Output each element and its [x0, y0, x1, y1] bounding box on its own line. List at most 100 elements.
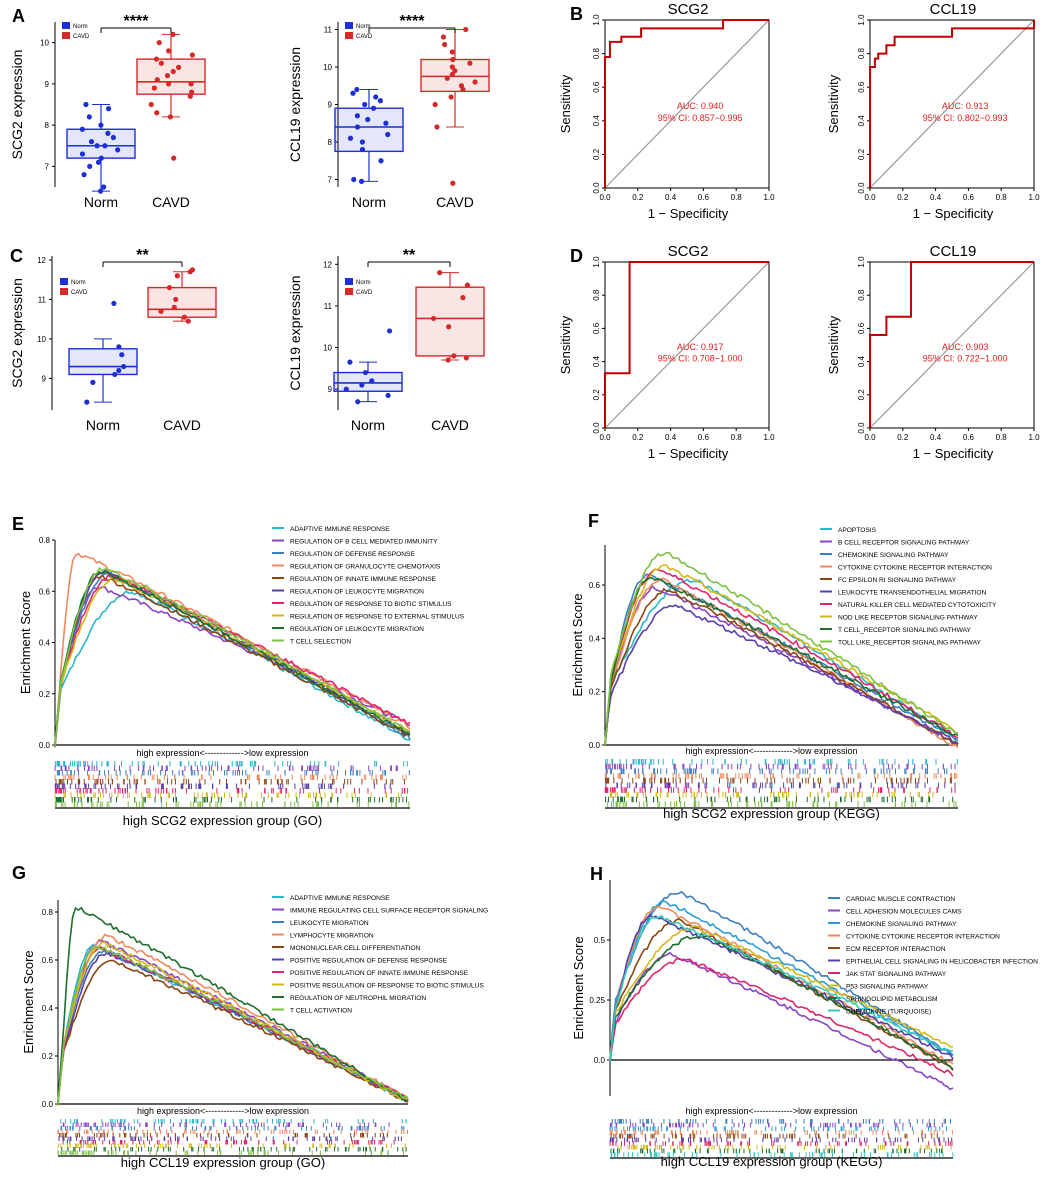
- data-point: [166, 48, 172, 54]
- data-point: [121, 363, 127, 370]
- data-point: [79, 126, 85, 132]
- y-tick-label: 0.8: [592, 47, 601, 59]
- data-point: [434, 124, 440, 130]
- hit-bar-row: [606, 801, 957, 807]
- data-point: [449, 71, 455, 78]
- es-curve: [604, 584, 959, 747]
- data-point: [166, 284, 173, 291]
- data-point: [112, 371, 118, 378]
- x-tick-label: 0.0: [864, 193, 876, 202]
- data-point: [119, 352, 125, 358]
- y-tick-label: 0.5: [594, 936, 606, 945]
- roc-title: CCL19: [930, 243, 977, 260]
- data-point: [386, 328, 393, 334]
- hit-bar-row: [609, 1141, 953, 1146]
- data-point: [444, 75, 450, 81]
- hit-bar-row: [60, 1126, 405, 1131]
- data-point: [442, 41, 448, 48]
- data-point: [188, 81, 194, 87]
- y-tick-label: 9: [45, 80, 50, 89]
- hit-bar-row: [55, 779, 405, 785]
- y-tick-label: 9: [42, 374, 47, 383]
- data-point: [354, 86, 360, 93]
- legend-label-norm: Norm: [356, 280, 371, 286]
- expression-arrow-label: high expression<------------->low expres…: [136, 748, 308, 758]
- hit-bar-row: [54, 801, 410, 807]
- legend-label-norm: Norm: [73, 24, 88, 30]
- data-point: [437, 270, 443, 276]
- data-point: [460, 295, 466, 301]
- y-tick-label: 0.2: [39, 690, 51, 699]
- y-tick-label: 0.8: [857, 289, 866, 301]
- box: [415, 286, 485, 357]
- hit-bar-row: [605, 796, 954, 803]
- data-point: [148, 101, 154, 108]
- panel-label: H: [590, 864, 603, 884]
- auc-ci: 95% CI: 0.802−0.993: [923, 113, 1008, 123]
- data-point: [175, 64, 182, 70]
- es-curve: [609, 957, 954, 1077]
- legend-swatch-cavd: [345, 288, 353, 295]
- x-category-label: CAVD: [163, 417, 201, 433]
- x-tick-label: 0.6: [698, 193, 710, 202]
- es-curve: [604, 587, 959, 746]
- es-curve: [609, 914, 954, 1062]
- es-curve: [54, 566, 411, 746]
- data-point: [189, 267, 196, 273]
- data-point: [365, 116, 371, 123]
- y-tick-label: 0.6: [592, 81, 601, 93]
- data-point: [445, 357, 451, 363]
- hit-bar-row: [57, 1150, 404, 1155]
- es-curve: [609, 890, 954, 1061]
- es-curve: [54, 568, 411, 747]
- legend-label: FC EPSILON RI SIGNALING PATHWAY: [838, 577, 957, 584]
- es-curve: [57, 959, 409, 1103]
- roc-curve: [869, 261, 1034, 428]
- data-point: [464, 282, 471, 288]
- es-curve: [609, 913, 954, 1061]
- legend-swatch-cavd: [62, 32, 70, 39]
- y-axis-label: Enrichment Score: [18, 591, 33, 694]
- legend-swatch-norm: [62, 22, 70, 29]
- x-tick-label: 0.8: [996, 433, 1008, 442]
- hit-bar-row: [605, 782, 956, 789]
- y-tick-label: 0.25: [589, 996, 605, 1005]
- x-axis-label: 1 − Specificity: [913, 446, 994, 461]
- legend-label: REGULATION OF GRANULOCYTE CHEMOTAXIS: [290, 564, 441, 571]
- box: [68, 348, 138, 376]
- data-point: [187, 93, 193, 99]
- expression-arrow-label: high expression<------------->low expres…: [137, 1106, 309, 1116]
- data-point: [446, 324, 452, 330]
- y-tick-label: 0.6: [42, 956, 54, 965]
- data-point: [472, 79, 478, 85]
- legend-swatch-cavd: [60, 288, 68, 295]
- hit-bar-row: [62, 1122, 390, 1127]
- data-point: [116, 344, 122, 350]
- data-point: [385, 131, 391, 138]
- x-tick-label: 0.0: [864, 433, 876, 442]
- data-point: [156, 40, 162, 46]
- y-tick-label: 0.8: [39, 536, 51, 545]
- y-tick-label: 0.2: [592, 389, 601, 401]
- data-point: [362, 369, 369, 376]
- legend-label: CELL ADHESION MOLECULES CAMS: [846, 909, 962, 916]
- legend-label: CHEMOKINE SIGNALING PATHWAY: [838, 552, 949, 559]
- data-point: [354, 113, 360, 119]
- es-curve: [604, 573, 959, 745]
- x-tick-label: 0.0: [599, 433, 611, 442]
- hit-bar-row: [54, 792, 402, 798]
- y-tick-label: 7: [45, 162, 50, 171]
- hit-bar-row: [610, 1133, 938, 1139]
- es-curve: [54, 585, 411, 747]
- y-tick-label: 0.8: [857, 47, 866, 59]
- legend-label: REGULATION OF NEUTROPHIL MIGRATION: [290, 995, 426, 1002]
- data-point: [343, 386, 349, 392]
- y-axis-label: Sensitivity: [558, 315, 573, 374]
- hit-bar-row: [55, 761, 408, 767]
- data-point: [88, 139, 95, 145]
- data-point: [79, 151, 86, 157]
- hit-bar-row: [61, 1147, 407, 1152]
- legend-label: APOPTOSIS: [838, 527, 877, 534]
- y-tick-label: 0.8: [42, 908, 54, 917]
